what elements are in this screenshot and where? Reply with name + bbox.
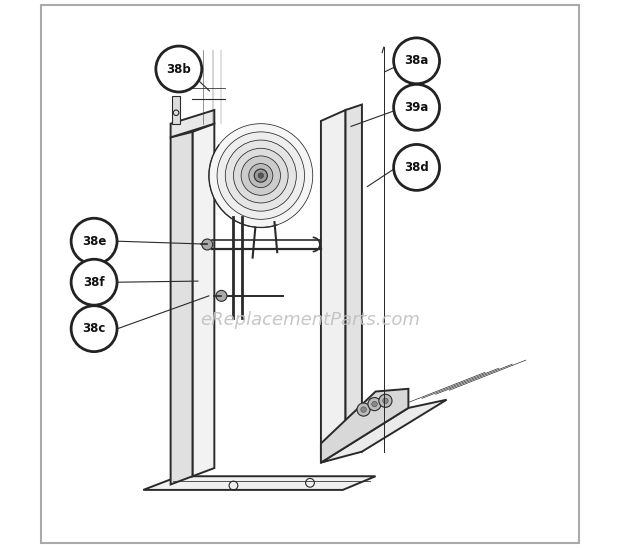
Circle shape	[241, 156, 280, 195]
Polygon shape	[321, 399, 446, 463]
Circle shape	[216, 290, 227, 301]
Text: 39a: 39a	[404, 101, 429, 114]
Polygon shape	[170, 132, 192, 484]
Circle shape	[225, 140, 296, 211]
Circle shape	[254, 169, 267, 182]
Text: eReplacementParts.com: eReplacementParts.com	[200, 311, 420, 329]
Polygon shape	[321, 389, 409, 463]
Circle shape	[156, 46, 202, 92]
Circle shape	[209, 124, 312, 227]
Circle shape	[249, 164, 273, 187]
Polygon shape	[170, 110, 215, 138]
Circle shape	[234, 149, 288, 203]
Circle shape	[71, 259, 117, 305]
Circle shape	[258, 173, 264, 178]
Polygon shape	[345, 105, 362, 454]
Polygon shape	[321, 110, 345, 463]
Text: 38d: 38d	[404, 161, 429, 174]
Circle shape	[394, 38, 440, 84]
Circle shape	[383, 398, 388, 403]
Circle shape	[71, 306, 117, 352]
Circle shape	[394, 145, 440, 190]
Text: 38c: 38c	[82, 322, 106, 335]
Circle shape	[379, 394, 392, 407]
Text: 38e: 38e	[82, 235, 106, 248]
Text: 38b: 38b	[166, 62, 191, 76]
Polygon shape	[143, 476, 376, 490]
Circle shape	[71, 218, 117, 264]
Circle shape	[394, 84, 440, 130]
Text: 38f: 38f	[83, 276, 105, 289]
Circle shape	[372, 401, 377, 407]
Circle shape	[368, 397, 381, 410]
Circle shape	[357, 403, 370, 416]
Text: 38a: 38a	[404, 54, 429, 67]
Polygon shape	[192, 124, 215, 476]
Circle shape	[217, 132, 304, 219]
Circle shape	[202, 239, 213, 250]
Circle shape	[361, 407, 366, 412]
Polygon shape	[172, 96, 180, 124]
